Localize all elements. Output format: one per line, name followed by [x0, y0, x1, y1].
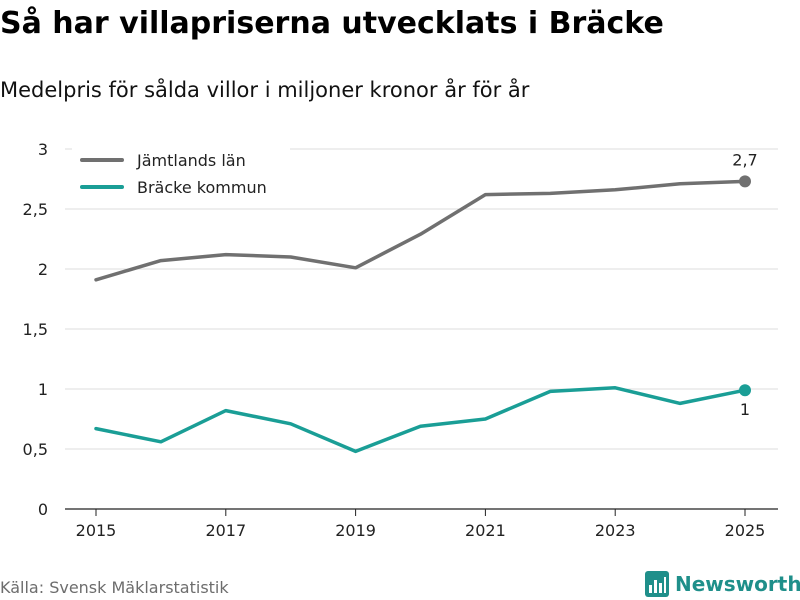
x-tick-label: 2021 — [465, 521, 506, 540]
brand-name: Newsworthy — [675, 572, 800, 596]
x-tick-label: 2017 — [205, 521, 246, 540]
series-end-point — [739, 384, 751, 397]
y-tick-label: 0,5 — [23, 440, 48, 459]
x-tick-label: 2019 — [335, 521, 376, 540]
legend-label: Bräcke kommun — [137, 178, 267, 197]
x-tick-label: 2015 — [76, 521, 117, 540]
y-tick-label: 2,5 — [23, 200, 48, 219]
y-tick-label: 2 — [38, 260, 48, 279]
bar-chart-icon — [645, 571, 669, 597]
series-end-point — [739, 175, 751, 188]
y-tick-label: 0 — [38, 500, 48, 519]
line-chart: 0 0,5 1 1,5 2 2,5 3 2015 2017 2019 2021 2023 2025 Jäm… — [23, 140, 778, 540]
chart-title: Så har villapriserna utvecklats i Bräcke — [0, 6, 664, 41]
source-note: Källa: Svensk Mäklarstatistik — [0, 578, 229, 597]
x-tick-label: 2025 — [725, 521, 766, 540]
series-line-jamtlands-lan — [94, 179, 747, 282]
data-label: 2,7 — [732, 150, 757, 169]
brand-logo: Newsworthy — [645, 570, 800, 598]
y-tick-label: 3 — [38, 140, 48, 159]
data-label: 1 — [740, 400, 750, 419]
legend-box — [72, 146, 290, 204]
y-tick-label: 1 — [38, 380, 48, 399]
series-line-bracke-kommun — [94, 386, 747, 454]
legend-label: Jämtlands län — [136, 151, 246, 170]
y-tick-label: 1,5 — [23, 320, 48, 339]
chart-subtitle: Medelpris för sålda villor i miljoner kr… — [0, 78, 530, 102]
x-tick-label: 2023 — [595, 521, 636, 540]
